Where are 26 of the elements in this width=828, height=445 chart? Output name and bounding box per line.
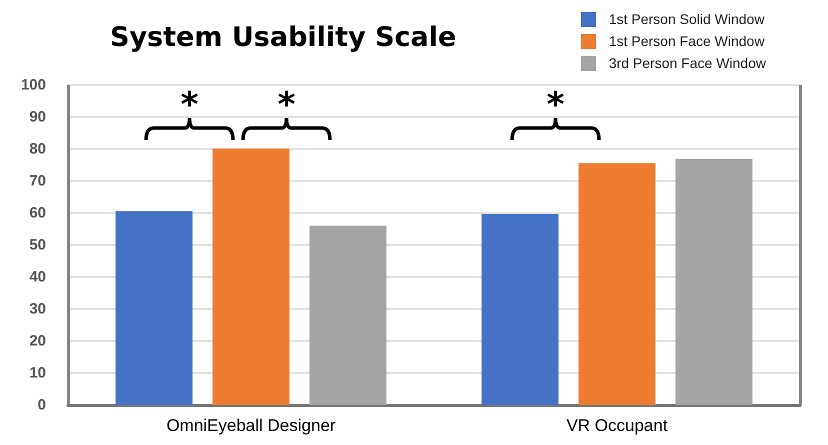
- bar: [309, 226, 386, 405]
- annotation: *: [546, 85, 564, 125]
- bar: [116, 211, 193, 405]
- y-tick-label: 40: [29, 268, 46, 286]
- bar: [212, 148, 290, 405]
- annotation: *: [278, 85, 296, 125]
- y-tick-label: 80: [29, 140, 46, 158]
- x-tick-label: OmniEyeball Designer: [166, 416, 336, 435]
- x-tick-label: VR Occupant: [566, 416, 668, 435]
- y-tick-label: 0: [38, 396, 46, 414]
- bar: [482, 214, 559, 405]
- y-tick-label: 90: [29, 108, 46, 126]
- y-tick-label: 50: [29, 236, 46, 254]
- legend-label: 3rd Person Face Window: [608, 55, 766, 71]
- legend-label: 1st Person Face Window: [608, 33, 764, 49]
- y-tick-label: 100: [20, 76, 46, 94]
- y-tick-label: 30: [29, 300, 46, 318]
- bar: [675, 158, 752, 405]
- y-tick-label: 20: [29, 332, 46, 350]
- legend-label: 1st Person Solid Window: [608, 11, 764, 27]
- y-tick-label: 10: [29, 364, 46, 382]
- chart-title: System Usability Scale: [110, 22, 456, 53]
- annotation: *: [180, 85, 198, 125]
- y-tick-label: 70: [29, 172, 46, 190]
- bar: [578, 163, 656, 405]
- y-tick-label: 60: [29, 204, 46, 222]
